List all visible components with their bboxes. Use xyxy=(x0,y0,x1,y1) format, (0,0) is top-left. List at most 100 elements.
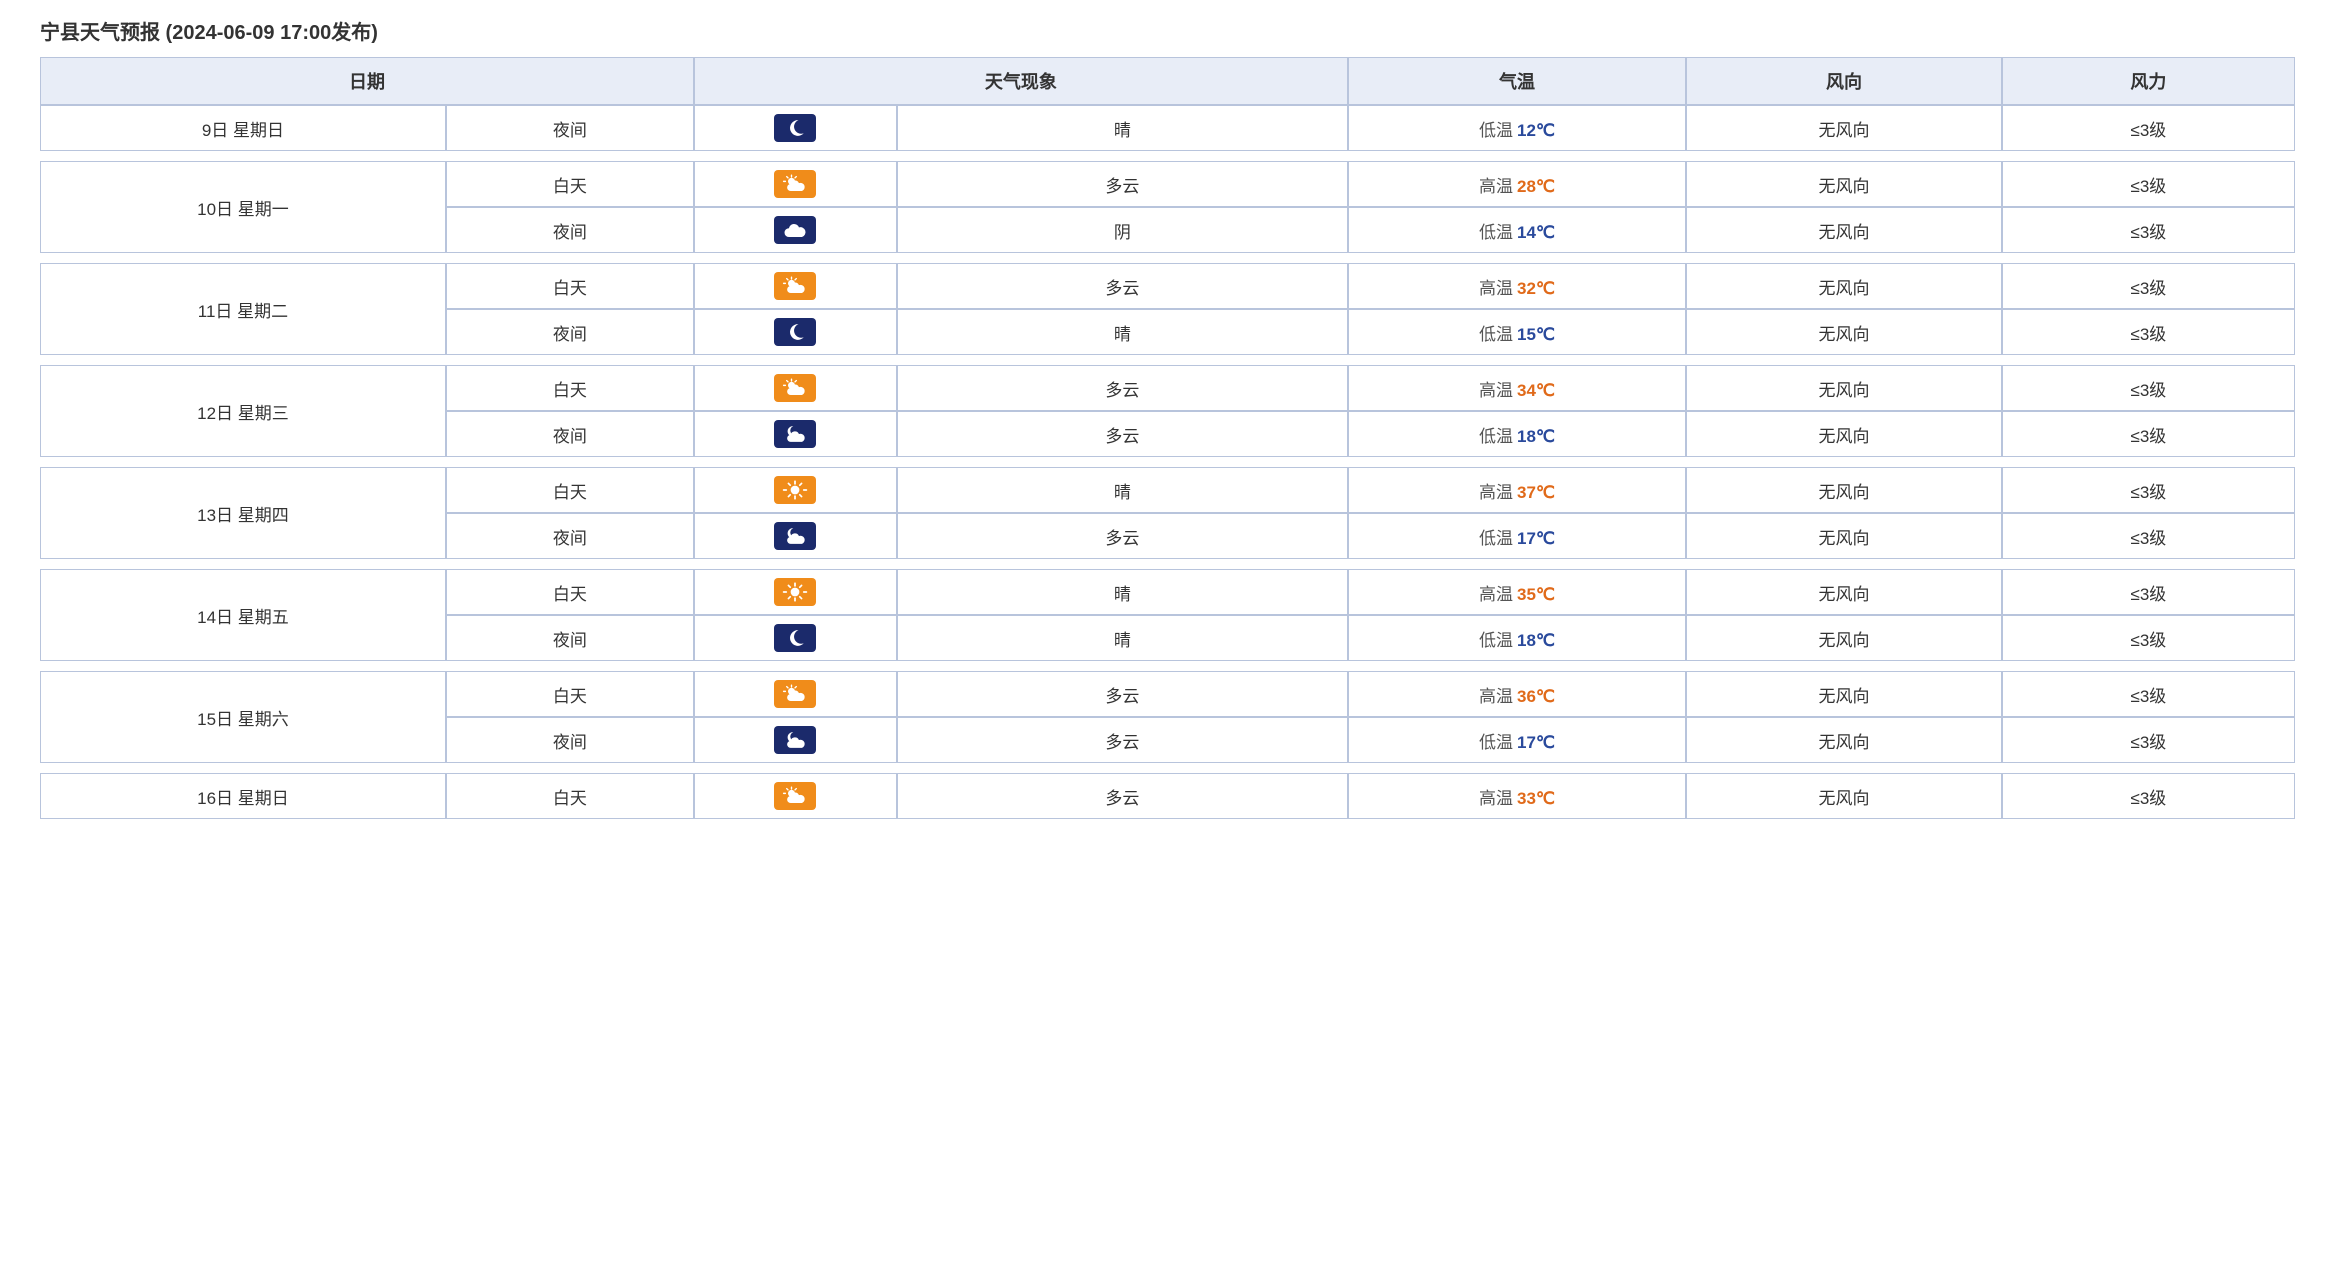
cell-wind-direction: 无风向 xyxy=(1686,615,2002,661)
cell-date: 14日 星期五 xyxy=(40,569,446,661)
cell-temperature: 低温14℃ xyxy=(1348,207,1686,253)
th-wind-power: 风力 xyxy=(2002,57,2295,105)
cell-wind-power: ≤3级 xyxy=(2002,207,2295,253)
cell-period: 夜间 xyxy=(446,105,694,151)
cell-phenomenon: 多云 xyxy=(897,263,1348,309)
temp-kind-label: 低温 xyxy=(1479,223,1513,242)
cell-temperature: 低温17℃ xyxy=(1348,513,1686,559)
cell-wind-direction: 无风向 xyxy=(1686,717,2002,763)
temp-kind-label: 高温 xyxy=(1479,381,1513,400)
cell-period: 白天 xyxy=(446,263,694,309)
temp-value: 34℃ xyxy=(1517,381,1555,400)
temp-kind-label: 高温 xyxy=(1479,585,1513,604)
cell-wind-direction: 无风向 xyxy=(1686,671,2002,717)
cell-weather-icon xyxy=(694,513,897,559)
cell-weather-icon xyxy=(694,467,897,513)
cell-weather-icon xyxy=(694,717,897,763)
temp-kind-label: 高温 xyxy=(1479,687,1513,706)
cell-temperature: 低温18℃ xyxy=(1348,615,1686,661)
cell-weather-icon xyxy=(694,105,897,151)
cell-temperature: 低温12℃ xyxy=(1348,105,1686,151)
temp-kind-label: 低温 xyxy=(1479,121,1513,140)
cell-weather-icon xyxy=(694,263,897,309)
temp-value: 17℃ xyxy=(1517,733,1555,752)
forecast-row: 16日 星期日白天多云高温33℃无风向≤3级 xyxy=(40,773,2295,819)
group-spacer xyxy=(40,253,2295,263)
cell-phenomenon: 晴 xyxy=(897,105,1348,151)
th-temperature: 气温 xyxy=(1348,57,1686,105)
cell-weather-icon xyxy=(694,569,897,615)
cell-wind-power: ≤3级 xyxy=(2002,717,2295,763)
cell-temperature: 高温34℃ xyxy=(1348,365,1686,411)
cell-date: 12日 星期三 xyxy=(40,365,446,457)
temp-value: 37℃ xyxy=(1517,483,1555,502)
cell-temperature: 高温35℃ xyxy=(1348,569,1686,615)
temp-kind-label: 低温 xyxy=(1479,631,1513,650)
cell-wind-power: ≤3级 xyxy=(2002,161,2295,207)
moon_cloud-icon xyxy=(774,522,816,550)
forecast-row: 10日 星期一白天多云高温28℃无风向≤3级 xyxy=(40,161,2295,207)
moon-icon xyxy=(774,318,816,346)
forecast-row: 15日 星期六白天多云高温36℃无风向≤3级 xyxy=(40,671,2295,717)
cell-date: 13日 星期四 xyxy=(40,467,446,559)
cell-date: 15日 星期六 xyxy=(40,671,446,763)
cell-phenomenon: 多云 xyxy=(897,671,1348,717)
cell-weather-icon xyxy=(694,161,897,207)
cell-period: 白天 xyxy=(446,467,694,513)
cell-wind-power: ≤3级 xyxy=(2002,513,2295,559)
sun_cloud-icon xyxy=(774,782,816,810)
forecast-table: 日期 天气现象 气温 风向 风力 9日 星期日夜间晴低温12℃无风向≤3级10日… xyxy=(40,57,2295,819)
cell-date: 10日 星期一 xyxy=(40,161,446,253)
temp-value: 15℃ xyxy=(1517,325,1555,344)
moon-icon xyxy=(774,624,816,652)
cell-period: 夜间 xyxy=(446,513,694,559)
page-title: 宁县天气预报 (2024-06-09 17:00发布) xyxy=(40,16,2315,45)
cell-phenomenon: 多云 xyxy=(897,773,1348,819)
cell-wind-direction: 无风向 xyxy=(1686,411,2002,457)
group-spacer xyxy=(40,151,2295,161)
cell-temperature: 低温17℃ xyxy=(1348,717,1686,763)
moon-icon xyxy=(774,114,816,142)
cell-period: 夜间 xyxy=(446,717,694,763)
temp-kind-label: 低温 xyxy=(1479,325,1513,344)
cell-phenomenon: 多云 xyxy=(897,161,1348,207)
temp-value: 32℃ xyxy=(1517,279,1555,298)
cell-wind-power: ≤3级 xyxy=(2002,467,2295,513)
group-spacer xyxy=(40,763,2295,773)
temp-value: 28℃ xyxy=(1517,177,1555,196)
cell-date: 16日 星期日 xyxy=(40,773,446,819)
cell-weather-icon xyxy=(694,207,897,253)
temp-kind-label: 低温 xyxy=(1479,733,1513,752)
cell-period: 夜间 xyxy=(446,207,694,253)
cell-phenomenon: 阴 xyxy=(897,207,1348,253)
moon_cloud-icon xyxy=(774,420,816,448)
cell-temperature: 低温18℃ xyxy=(1348,411,1686,457)
moon_cloud-icon xyxy=(774,726,816,754)
forecast-table-wrap: 日期 天气现象 气温 风向 风力 9日 星期日夜间晴低温12℃无风向≤3级10日… xyxy=(20,57,2315,819)
temp-value: 18℃ xyxy=(1517,427,1555,446)
temp-value: 36℃ xyxy=(1517,687,1555,706)
cell-period: 白天 xyxy=(446,569,694,615)
cell-weather-icon xyxy=(694,411,897,457)
temp-kind-label: 低温 xyxy=(1479,427,1513,446)
cell-wind-power: ≤3级 xyxy=(2002,105,2295,151)
cell-temperature: 高温28℃ xyxy=(1348,161,1686,207)
cloud-icon xyxy=(774,216,816,244)
cell-phenomenon: 晴 xyxy=(897,309,1348,355)
temp-value: 12℃ xyxy=(1517,121,1555,140)
cell-temperature: 高温32℃ xyxy=(1348,263,1686,309)
sun-icon xyxy=(774,578,816,606)
forecast-row: 14日 星期五白天晴高温35℃无风向≤3级 xyxy=(40,569,2295,615)
forecast-row: 13日 星期四白天晴高温37℃无风向≤3级 xyxy=(40,467,2295,513)
table-header-row: 日期 天气现象 气温 风向 风力 xyxy=(40,57,2295,105)
cell-date: 9日 星期日 xyxy=(40,105,446,151)
cell-weather-icon xyxy=(694,671,897,717)
cell-wind-direction: 无风向 xyxy=(1686,365,2002,411)
cell-weather-icon xyxy=(694,309,897,355)
sun_cloud-icon xyxy=(774,272,816,300)
cell-wind-direction: 无风向 xyxy=(1686,309,2002,355)
cell-wind-direction: 无风向 xyxy=(1686,161,2002,207)
temp-kind-label: 高温 xyxy=(1479,279,1513,298)
cell-temperature: 高温37℃ xyxy=(1348,467,1686,513)
cell-wind-direction: 无风向 xyxy=(1686,569,2002,615)
